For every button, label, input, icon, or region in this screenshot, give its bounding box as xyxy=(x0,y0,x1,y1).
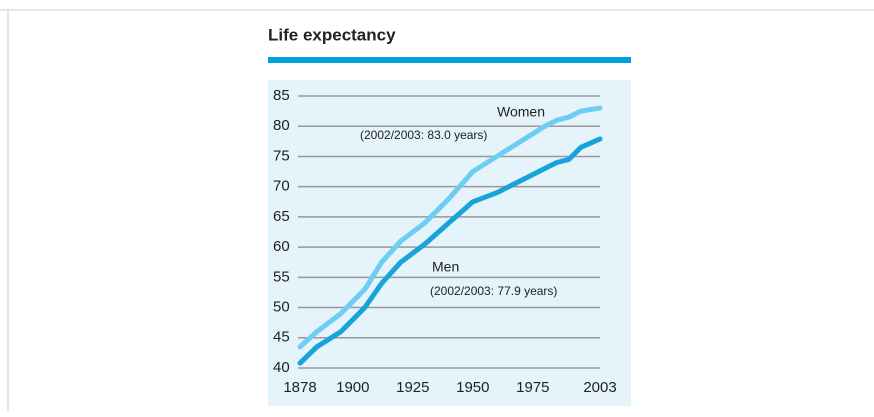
title-bar xyxy=(268,57,631,63)
y-tick-label: 80 xyxy=(273,117,290,134)
y-tick-label: 45 xyxy=(273,329,290,346)
y-tick-label: 55 xyxy=(273,268,290,285)
series-line xyxy=(297,105,603,350)
y-tick-label: 85 xyxy=(273,87,290,104)
y-tick-label: 65 xyxy=(273,208,290,225)
x-tick-label: 1900 xyxy=(336,379,369,396)
annotation: (2002/2003: 83.0 years) xyxy=(360,128,487,142)
x-tick-label: 1975 xyxy=(516,379,549,396)
series-line xyxy=(297,136,603,366)
series-label: Men xyxy=(432,259,459,275)
plot: 40 45 50 55 60 65 70 75 80 85 1878 1900 1925 1950 1975… xyxy=(273,87,617,396)
x-tick-label: 2003 xyxy=(583,379,616,396)
y-tick-label: 40 xyxy=(273,359,290,376)
x-tick-label: 1950 xyxy=(456,379,489,396)
y-tick-label: 50 xyxy=(273,299,290,316)
chart-title: Life expectancy xyxy=(268,25,396,44)
y-tick-label: 75 xyxy=(273,147,290,164)
y-tick-label: 60 xyxy=(273,238,290,255)
x-tick-label: 1925 xyxy=(396,379,429,396)
plot-panel xyxy=(268,80,631,406)
x-tick-label: 1878 xyxy=(283,379,316,396)
annotation: (2002/2003: 77.9 years) xyxy=(430,284,557,298)
y-tick-label: 70 xyxy=(273,178,290,195)
series-label: Women xyxy=(497,104,545,120)
